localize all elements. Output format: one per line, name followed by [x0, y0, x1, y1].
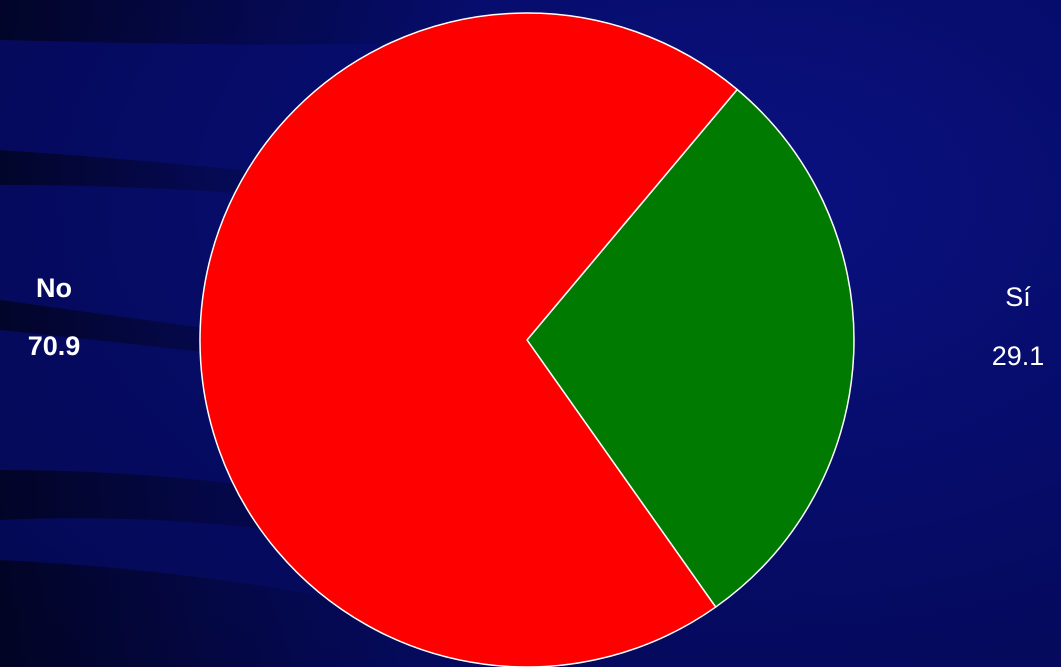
- pie-slice-no: [199, 12, 738, 667]
- slice-si-name: Sí: [1005, 282, 1031, 312]
- pie-slice-si: [526, 88, 855, 608]
- slice-no-name: No: [36, 273, 72, 303]
- slice-si-value: 29.1: [991, 341, 1045, 371]
- slice-no-value: 70.9: [27, 331, 81, 361]
- slice-label-no: No 70.9: [14, 275, 94, 360]
- slice-label-si: Sí 29.1: [975, 284, 1061, 370]
